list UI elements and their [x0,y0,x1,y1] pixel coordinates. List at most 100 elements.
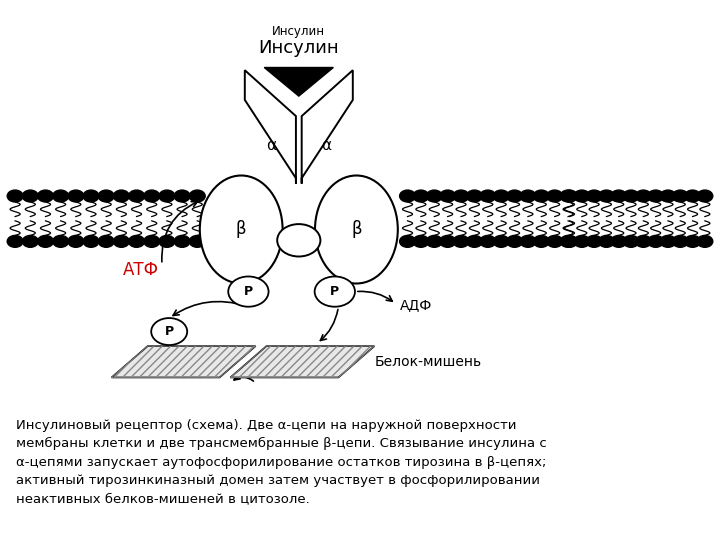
Circle shape [98,190,114,202]
Circle shape [440,190,456,202]
Circle shape [114,235,130,247]
Circle shape [83,235,99,247]
Circle shape [400,190,415,202]
Polygon shape [302,70,353,184]
Circle shape [507,235,523,247]
Circle shape [7,190,23,202]
Circle shape [7,235,23,247]
Circle shape [189,190,205,202]
Text: P: P [244,285,253,298]
Circle shape [413,235,429,247]
Circle shape [37,235,53,247]
Circle shape [53,235,68,247]
Circle shape [453,190,469,202]
Circle shape [697,235,713,247]
Circle shape [697,190,713,202]
Circle shape [598,190,614,202]
Text: P: P [165,325,174,338]
Circle shape [440,235,456,247]
Circle shape [315,276,355,307]
Circle shape [562,235,577,247]
Text: P: P [330,285,339,298]
Text: Белок-мишень: Белок-мишень [374,355,482,369]
Circle shape [685,190,701,202]
Circle shape [534,190,549,202]
Circle shape [560,235,576,247]
Circle shape [129,190,145,202]
Circle shape [426,235,442,247]
Circle shape [400,235,415,247]
Text: Инсулин: Инсулин [272,25,325,38]
Circle shape [68,235,84,247]
Circle shape [413,190,429,202]
Circle shape [174,190,190,202]
Circle shape [277,224,320,256]
Circle shape [114,190,130,202]
Circle shape [159,235,175,247]
Circle shape [672,235,688,247]
Circle shape [159,190,175,202]
Circle shape [98,235,114,247]
Circle shape [611,190,626,202]
Circle shape [560,190,576,202]
Circle shape [22,190,38,202]
Circle shape [660,235,676,247]
Circle shape [144,190,160,202]
Ellipse shape [315,176,397,284]
Circle shape [144,235,160,247]
Circle shape [636,235,652,247]
Circle shape [453,235,469,247]
Circle shape [520,190,536,202]
Circle shape [83,190,99,202]
Circle shape [648,235,664,247]
Circle shape [574,235,590,247]
Circle shape [507,190,523,202]
Circle shape [228,276,269,307]
Circle shape [68,190,84,202]
Circle shape [586,190,602,202]
Circle shape [636,190,652,202]
Text: Инсулиновый рецептор (схема). Две α-цепи на наружной поверхности
мембраны клетки: Инсулиновый рецептор (схема). Две α-цепи… [16,418,546,505]
Circle shape [685,235,701,247]
Circle shape [520,235,536,247]
Circle shape [623,190,639,202]
Circle shape [174,235,190,247]
Circle shape [611,235,626,247]
Circle shape [493,235,509,247]
Polygon shape [230,346,374,377]
Circle shape [574,190,590,202]
Circle shape [480,190,496,202]
Circle shape [467,190,482,202]
Ellipse shape [199,176,283,284]
Circle shape [467,235,482,247]
Circle shape [426,190,442,202]
Circle shape [660,190,676,202]
Polygon shape [264,68,333,96]
Circle shape [672,190,688,202]
Text: АТФ: АТФ [122,261,158,279]
Circle shape [623,235,639,247]
Circle shape [22,235,38,247]
Circle shape [648,190,664,202]
Polygon shape [112,346,256,377]
Circle shape [53,190,68,202]
Circle shape [493,190,509,202]
Circle shape [598,235,614,247]
Circle shape [562,190,577,202]
Text: Инсулин: Инсулин [258,39,339,57]
Text: АДФ: АДФ [400,298,432,312]
Text: α: α [321,138,331,153]
Circle shape [546,190,562,202]
Circle shape [129,235,145,247]
Polygon shape [245,70,296,184]
Circle shape [546,235,562,247]
Circle shape [480,235,496,247]
Circle shape [151,318,187,345]
Circle shape [189,235,205,247]
Circle shape [534,235,549,247]
Circle shape [586,235,602,247]
Circle shape [37,190,53,202]
Text: β: β [351,220,361,239]
Text: β: β [236,220,246,239]
Text: α: α [266,138,276,153]
